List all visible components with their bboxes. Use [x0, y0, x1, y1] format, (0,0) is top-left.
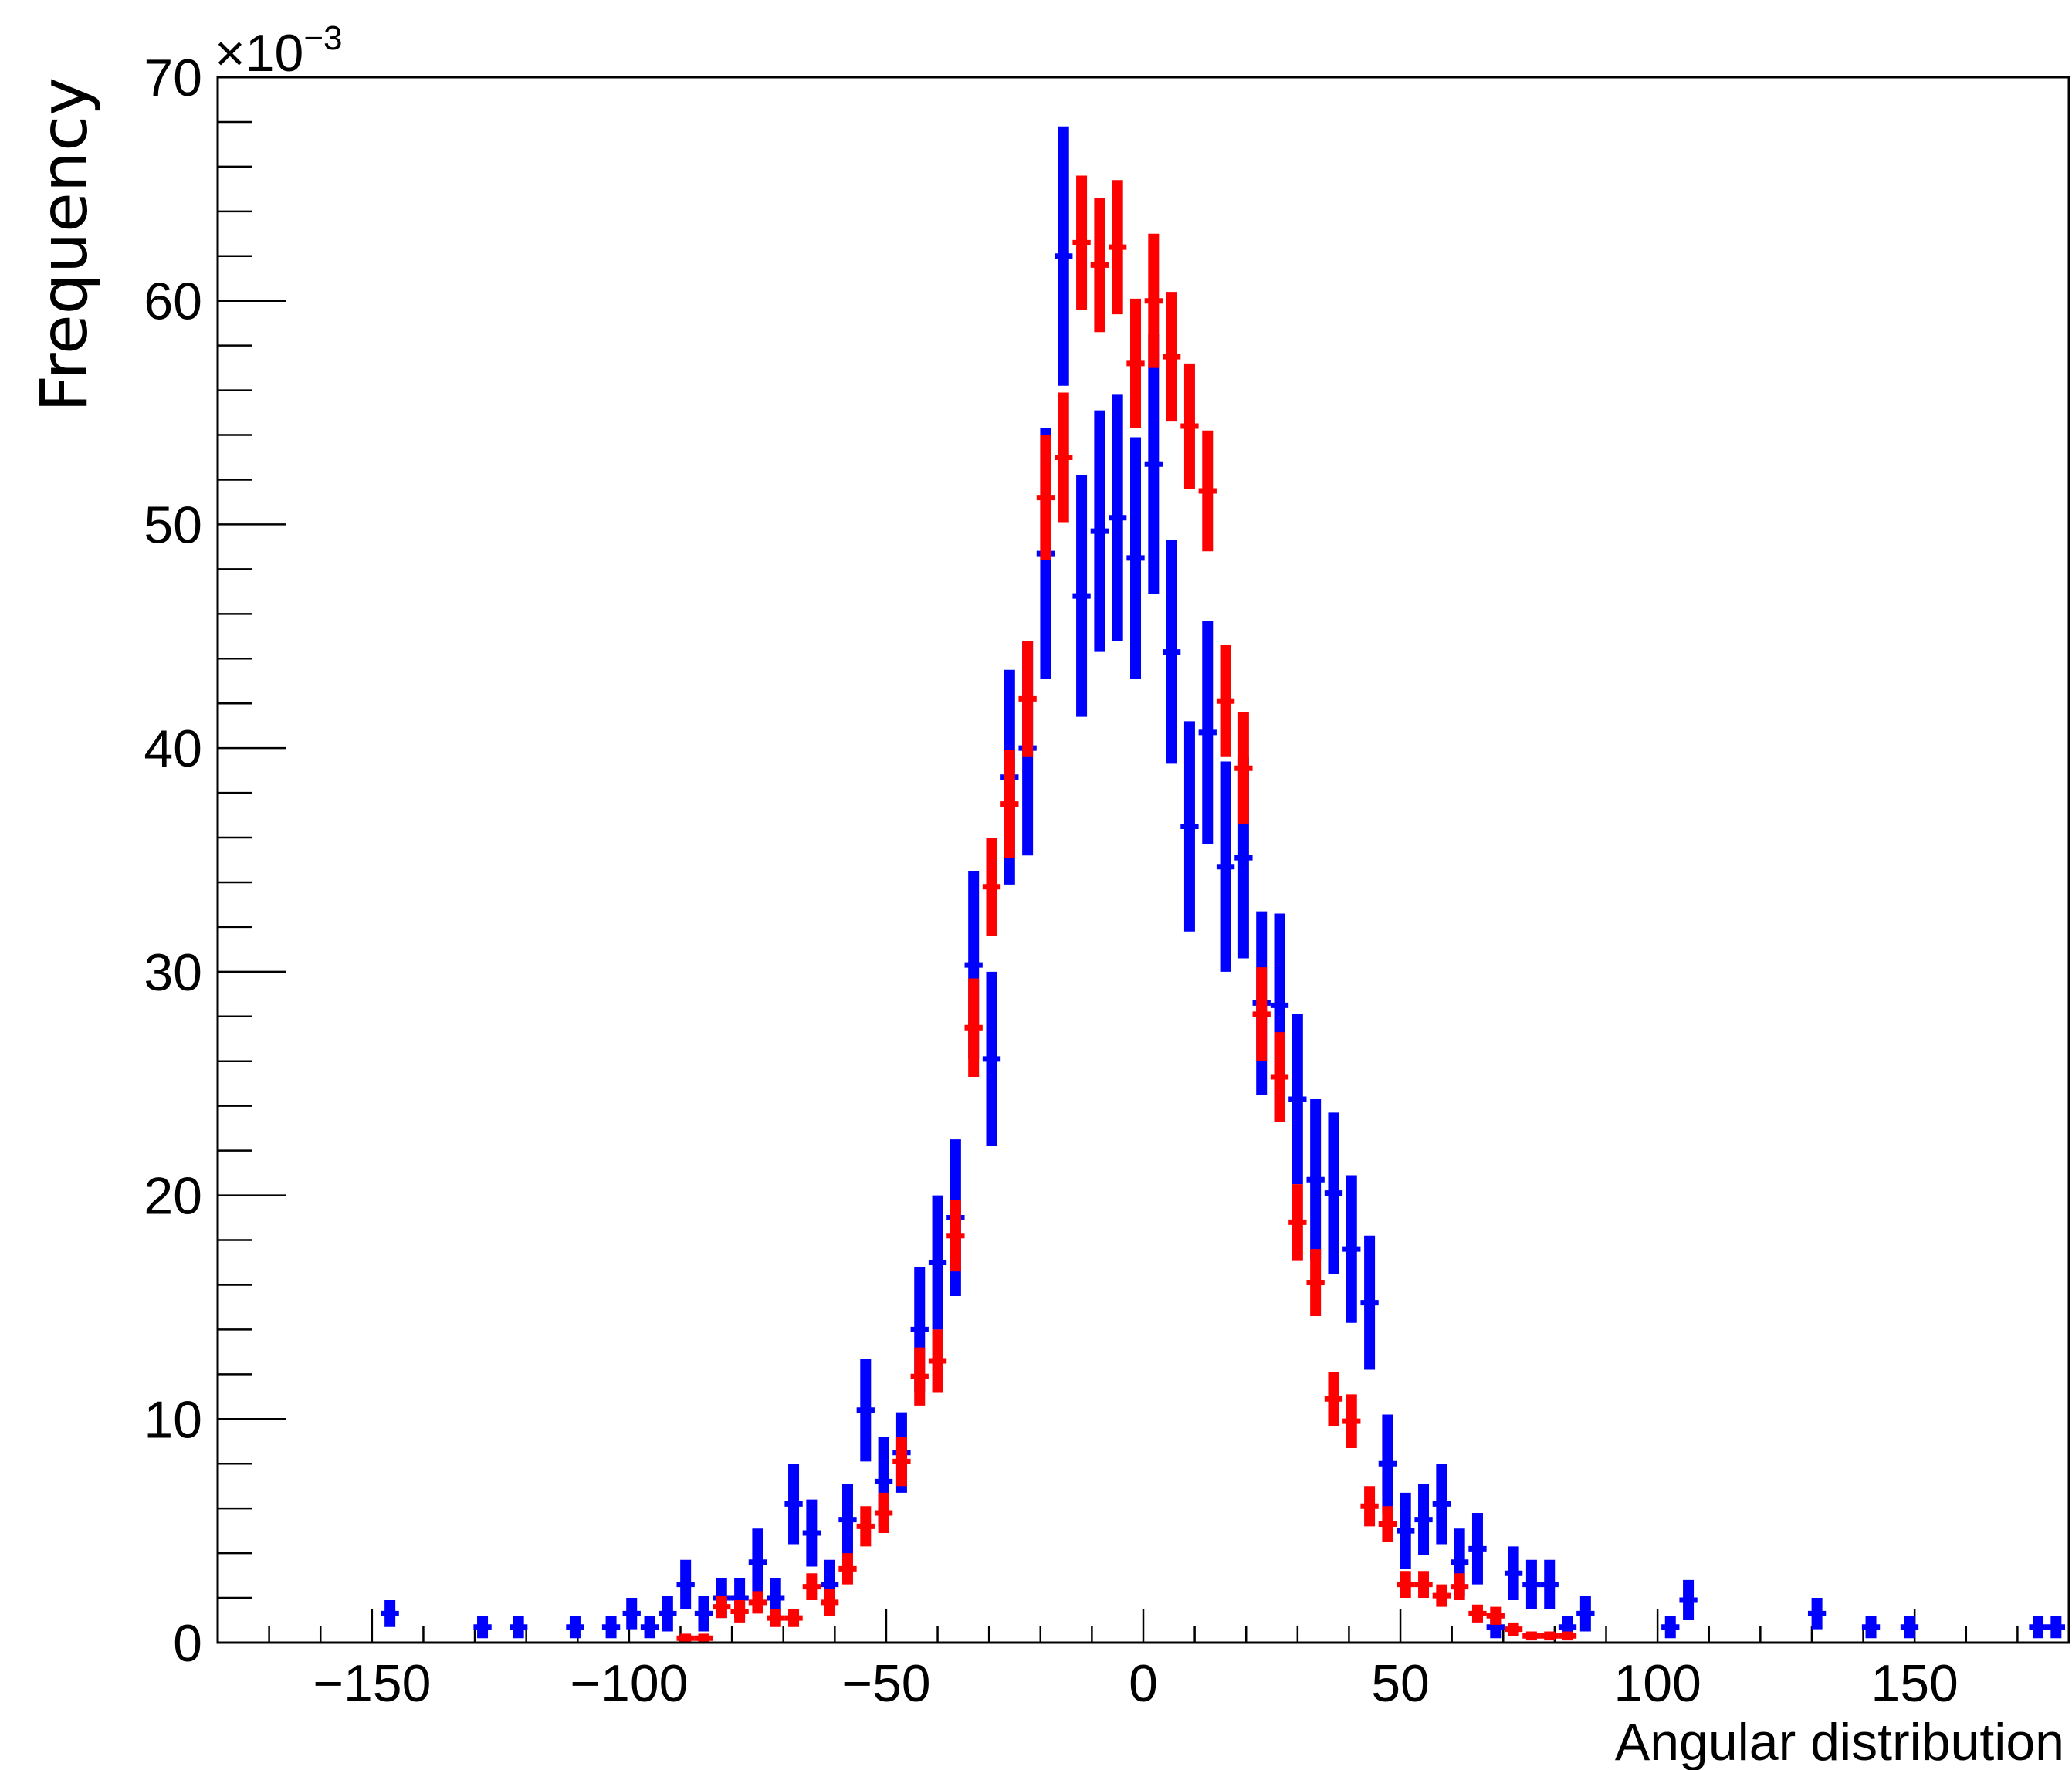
x-tick-label: 0: [1129, 1654, 1158, 1713]
y-tick-label: 0: [173, 1614, 202, 1673]
y-axis-label: Frequency: [26, 77, 102, 412]
series-1: [676, 175, 1577, 1643]
y-tick-label: 20: [144, 1167, 202, 1226]
series-0: [381, 126, 2066, 1639]
y-tick-label: 70: [144, 49, 202, 107]
y-tick-label: 50: [144, 496, 202, 554]
y-tick-label: 40: [144, 719, 202, 778]
y-axis-multiplier-base: ×10: [215, 24, 303, 83]
y-tick-label: 60: [144, 272, 202, 331]
x-axis-label: Angular distribution: [1615, 1713, 2064, 1770]
y-axis-multiplier-exponent: −3: [303, 19, 342, 57]
x-tick-label: 100: [1613, 1654, 1701, 1713]
x-tick-label: 50: [1371, 1654, 1430, 1713]
x-tick-label: −150: [313, 1654, 431, 1713]
x-tick-label: −100: [570, 1654, 688, 1713]
plot-frame: [216, 76, 2070, 1644]
data-series: [381, 126, 2066, 1643]
y-axis-multiplier: ×10−3: [215, 19, 343, 83]
x-tick-label: 150: [1871, 1654, 1958, 1713]
x-tick-label: −50: [841, 1654, 930, 1713]
y-tick-labels: 0 10 20 30 40 50 60 70: [144, 49, 202, 1673]
x-tick-labels: −150 −100 −50 0 50 100 150: [313, 1654, 1959, 1713]
y-tick-label: 30: [144, 943, 202, 1002]
y-tick-label: 10: [144, 1390, 202, 1449]
